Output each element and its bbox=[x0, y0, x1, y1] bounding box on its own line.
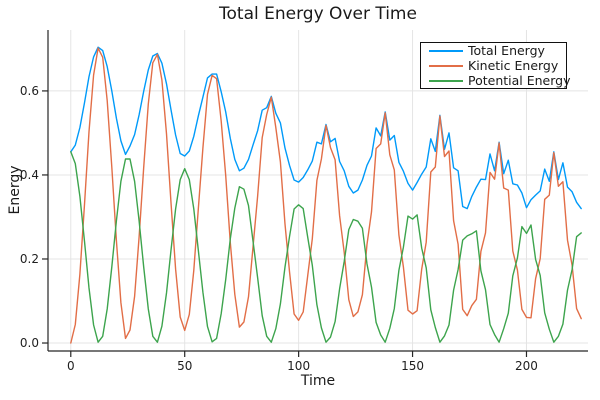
y-tick-label: 0.0 bbox=[20, 336, 39, 350]
legend-label: Potential Energy bbox=[468, 73, 571, 88]
y-tick-label: 0.4 bbox=[20, 168, 39, 182]
legend-label: Kinetic Energy bbox=[468, 58, 559, 73]
x-tick-label: 50 bbox=[177, 359, 192, 373]
legend: Total Energy Kinetic Energy Potential Ener… bbox=[420, 42, 571, 89]
legend-line-swatch-icon bbox=[429, 49, 463, 52]
legend-line-swatch-icon bbox=[429, 79, 463, 82]
legend-item: Potential Energy bbox=[421, 73, 571, 88]
legend-label: Total Energy bbox=[468, 43, 545, 58]
series-line-total-energy bbox=[70, 46, 582, 210]
x-axis-label: Time bbox=[300, 373, 336, 389]
y-tick-label: 0.2 bbox=[20, 252, 39, 266]
chart-title: Total Energy Over Time bbox=[219, 4, 417, 24]
legend-item: Total Energy bbox=[421, 43, 566, 58]
legend-item: Kinetic Energy bbox=[421, 58, 566, 73]
x-tick-label: 0 bbox=[67, 359, 75, 373]
series-line-potential-energy bbox=[70, 151, 582, 343]
x-tick-label: 100 bbox=[287, 359, 310, 373]
legend-line-swatch-icon bbox=[429, 64, 463, 67]
x-tick-label: 200 bbox=[515, 359, 538, 373]
x-tick-label: 150 bbox=[401, 359, 424, 373]
series-line-kinetic-energy bbox=[70, 47, 582, 344]
y-tick-label: 0.6 bbox=[20, 84, 39, 98]
